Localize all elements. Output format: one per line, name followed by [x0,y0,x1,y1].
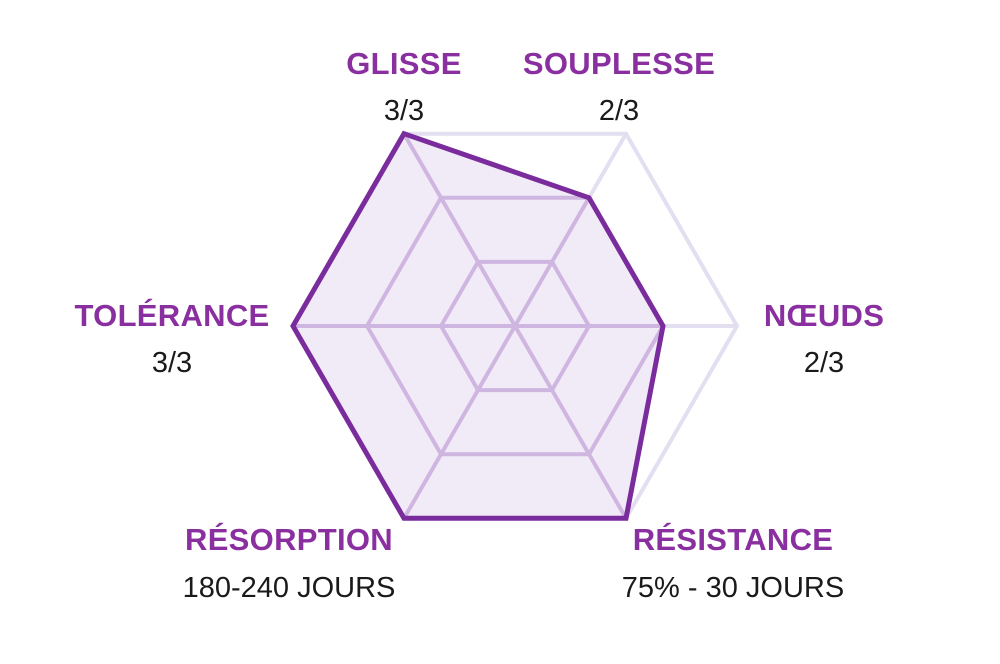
axis-label-glisse: GLISSE [346,46,462,81]
spoke-1 [513,195,591,328]
spoke-outer-1 [587,131,628,200]
axis-value-glisse: 3/3 [384,95,424,127]
axis-value-noeuds: 2/3 [804,347,844,379]
spoke-0 [402,131,517,328]
axis-label-resistance: RÉSISTANCE [633,522,834,557]
axis-label-resorption: RÉSORPTION [185,522,393,557]
axis-label-tolerance: TOLÉRANCE [74,298,269,333]
spoke-4 [402,324,517,521]
radar-inner-grid [291,131,665,521]
axis-value-souplesse: 2/3 [599,95,639,127]
radar-data-outline [290,130,666,521]
axis-label-noeuds: NŒUDS [764,298,884,333]
axis-value-resorption: 180-240 JOURS [183,572,396,604]
axis-value-resistance: 75% - 30 JOURS [622,572,844,604]
spoke-3 [513,324,628,521]
axis-value-tolerance: 3/3 [152,347,192,379]
axis-label-souplesse: SOUPLESSE [523,46,715,81]
data-outline [290,130,666,521]
